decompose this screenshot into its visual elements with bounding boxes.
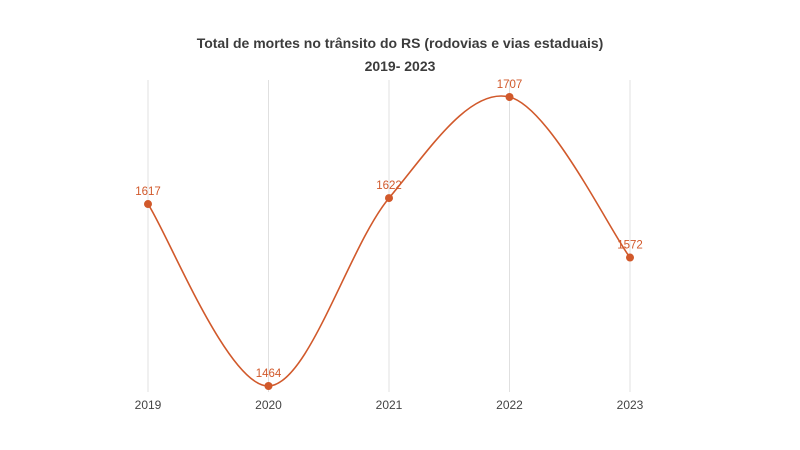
- series-line: [147, 95, 631, 387]
- chart-subtitle: 2019- 2023: [364, 58, 436, 74]
- data-point-2022: [505, 93, 514, 101]
- data-point-2020: [264, 382, 273, 390]
- x-tick-2023: 2023: [617, 398, 644, 412]
- chart-title: Total de mortes no trânsito do RS (rodov…: [196, 35, 604, 51]
- data-label-2020: 1464: [256, 368, 282, 380]
- data-point-2023: [626, 253, 634, 262]
- data-label-2022: 1707: [497, 79, 523, 91]
- x-tick-2022: 2022: [496, 398, 523, 412]
- data-label-2023: 1572: [617, 240, 643, 252]
- data-point-2019: [144, 200, 152, 209]
- x-tick-2021: 2021: [376, 398, 403, 412]
- x-tick-2020: 2020: [255, 398, 282, 412]
- data-label-2021: 1622: [376, 180, 402, 192]
- data-point-2021: [385, 194, 393, 203]
- data-label-2019: 1617: [135, 186, 161, 198]
- x-tick-2019: 2019: [135, 398, 162, 412]
